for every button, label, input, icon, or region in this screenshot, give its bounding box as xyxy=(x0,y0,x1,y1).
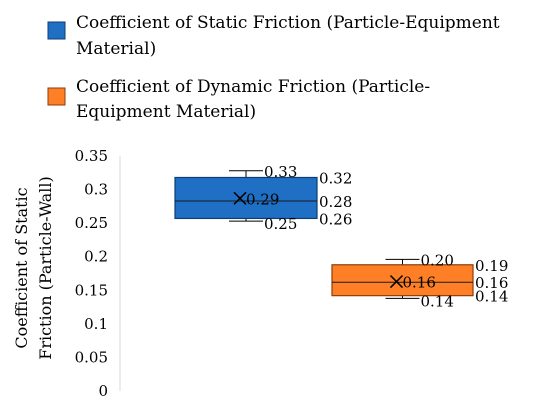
y-tick-label: 0.05 xyxy=(75,348,108,366)
legend-item-dynamic[interactable]: Coefficient of Dynamic Friction (Particl… xyxy=(47,77,430,122)
box-iqr xyxy=(174,176,318,220)
y-tick-label: 0.35 xyxy=(75,147,108,165)
y-tick-label: 0.25 xyxy=(75,214,108,232)
legend-item-static[interactable]: Coefficient of Static Friction (Particle… xyxy=(47,13,500,59)
y-axis-title-line2: Friction (Particle-Wall) xyxy=(36,176,55,360)
data-label-min: 0.14 xyxy=(421,292,454,310)
data-label-median: 0.28 xyxy=(319,193,352,211)
data-label-q1: 0.14 xyxy=(475,288,508,306)
data-label-q3: 0.32 xyxy=(319,169,352,187)
y-tick-label: 0.1 xyxy=(84,315,108,333)
y-tick-label: 0 xyxy=(98,382,108,400)
y-axis: 0 0.05 0.1 0.15 0.2 0.25 0.3 0.35 xyxy=(75,147,121,400)
legend-swatch-static xyxy=(47,21,66,40)
legend-label-dynamic-line1: Coefficient of Dynamic Friction (Particl… xyxy=(76,77,430,97)
data-label-mean: 0.16 xyxy=(403,274,436,292)
data-label-max: 0.33 xyxy=(264,163,297,181)
data-label-min: 0.25 xyxy=(264,215,297,233)
data-label-q3: 0.19 xyxy=(475,257,508,275)
y-axis-title-line1: Coefficient of Static xyxy=(12,187,31,348)
data-label-q1: 0.26 xyxy=(319,210,352,228)
y-tick-label: 0.3 xyxy=(84,181,108,199)
plot-area: 0.33 0.320.29 0.280.260.250.20 0.190.16 0.16… xyxy=(174,163,508,310)
legend-label-static-line1: Coefficient of Static Friction (Particle… xyxy=(76,13,500,33)
y-tick-label: 0.2 xyxy=(84,248,108,266)
mean-marker xyxy=(233,191,247,205)
box-iqr xyxy=(331,264,474,297)
data-label-mean: 0.29 xyxy=(246,190,279,208)
legend-swatch-dynamic xyxy=(47,87,66,106)
y-tick-label: 0.15 xyxy=(75,281,108,299)
box-series-dynamic: 0.20 0.190.16 0.160.140.14 xyxy=(331,251,508,310)
box-series-static: 0.33 0.32 0.29 0.280.26 0.25 xyxy=(174,163,352,233)
legend-label-dynamic-line2: Equipment Material) xyxy=(76,102,256,122)
data-label-max: 0.20 xyxy=(421,251,454,269)
legend-label-static-line2: Material) xyxy=(76,39,156,59)
data-label-median: 0.16 xyxy=(475,274,508,292)
y-axis-title: Coefficient of Static Friction (Particle… xyxy=(12,176,55,360)
mean-marker xyxy=(389,275,404,289)
legend: Coefficient of Static Friction (Particle… xyxy=(47,13,500,122)
